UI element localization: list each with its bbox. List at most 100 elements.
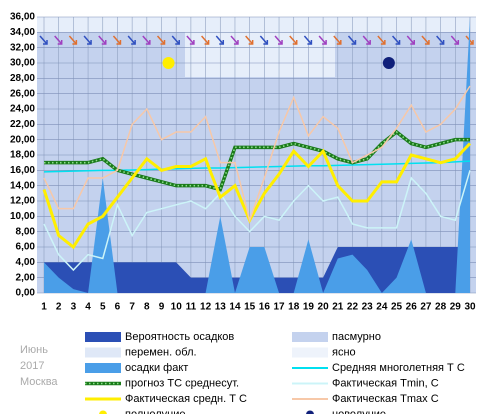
legend-label: Фактическая средн. Т С xyxy=(125,393,247,405)
wind-icon xyxy=(450,35,460,45)
wind-icon xyxy=(289,35,298,45)
x-tick-label: 29 xyxy=(450,302,462,313)
y-tick-label: 18,00 xyxy=(10,150,35,161)
wind-icon xyxy=(391,35,401,45)
y-tick-label: 6,00 xyxy=(16,242,36,253)
legend-swatch xyxy=(292,332,328,342)
legend-swatch xyxy=(306,410,314,419)
wind-icon xyxy=(112,35,122,45)
y-tick-label: 24,00 xyxy=(10,104,35,115)
x-tick-label: 12 xyxy=(200,302,212,313)
temp-line xyxy=(43,85,471,223)
x-tick-label: 18 xyxy=(288,302,300,313)
moon-marker xyxy=(382,57,395,69)
wind-icon xyxy=(142,35,151,45)
x-tick-label: 11 xyxy=(186,302,197,313)
wind-icon xyxy=(333,35,342,45)
x-tick-label: 24 xyxy=(376,302,388,313)
x-tick-label: 27 xyxy=(420,302,432,313)
y-tick-label: 20,00 xyxy=(10,134,35,145)
legend-label: ясно xyxy=(332,346,356,358)
x-tick-label: 13 xyxy=(215,302,227,313)
wind-icon xyxy=(83,35,92,45)
x-tick-label: 30 xyxy=(464,302,476,313)
y-tick-label: 22,00 xyxy=(10,119,35,130)
x-tick-label: 2 xyxy=(56,302,62,313)
x-tick-label: 19 xyxy=(303,302,315,313)
legend-label: прогноз ТС среднесут. xyxy=(125,377,239,389)
legend-label: полнолуние xyxy=(125,408,185,414)
legend-label: Средняя многолетняя Т С xyxy=(332,362,465,374)
legend-swatch xyxy=(85,363,121,373)
x-tick-label: 23 xyxy=(362,302,374,313)
x-tick-label: 7 xyxy=(129,302,135,313)
x-tick-label: 20 xyxy=(318,302,330,313)
y-tick-label: 28,00 xyxy=(10,73,35,84)
x-tick-label: 14 xyxy=(229,302,241,313)
wind-icon xyxy=(318,35,327,45)
legend-swatch xyxy=(99,410,107,419)
y-tick-label: 12,00 xyxy=(10,196,35,207)
y-tick-label: 32,00 xyxy=(10,42,35,53)
legend-label: пасмурно xyxy=(332,331,381,343)
legend-label: осадки факт xyxy=(125,362,188,374)
wind-icon xyxy=(230,35,239,45)
wind-icon xyxy=(245,35,254,45)
x-tick-label: 6 xyxy=(115,302,121,313)
legend-swatch xyxy=(85,347,121,358)
wind-icon xyxy=(362,35,371,45)
legend-label: новолуние xyxy=(332,408,386,414)
y-tick-label: 16,00 xyxy=(10,165,35,176)
y-tick-label: 30,00 xyxy=(10,58,35,69)
x-tick-label: 10 xyxy=(171,302,183,313)
caption-year: 2017 xyxy=(20,360,44,372)
legend-label: Фактическая Tmin, C xyxy=(332,377,439,389)
x-tick-label: 4 xyxy=(85,302,91,313)
legend-swatch xyxy=(292,347,328,358)
legend-label: перемен. обл. xyxy=(125,346,197,358)
x-tick-label: 1 xyxy=(41,302,47,313)
wind-icon xyxy=(274,35,283,45)
y-tick-label: 10,00 xyxy=(10,211,35,222)
x-tick-label: 28 xyxy=(435,302,447,313)
wind-icon xyxy=(201,35,210,45)
x-tick-label: 25 xyxy=(391,302,403,313)
wind-icon xyxy=(259,35,269,45)
x-tick-label: 15 xyxy=(244,302,256,313)
x-tick-label: 9 xyxy=(159,302,165,313)
y-tick-label: 4,00 xyxy=(16,257,36,268)
wind-icon xyxy=(68,35,78,45)
legend-swatch xyxy=(85,332,121,342)
wind-icon xyxy=(421,35,430,45)
wind-icon xyxy=(215,35,225,45)
y-tick-label: 0,00 xyxy=(16,288,36,299)
wind-icon xyxy=(436,35,445,45)
y-tick-label: 36,00 xyxy=(10,12,35,23)
wind-icon xyxy=(347,35,357,45)
y-tick-label: 26,00 xyxy=(10,88,35,99)
y-tick-label: 14,00 xyxy=(10,180,35,191)
wind-icon xyxy=(303,35,313,45)
wind-icon xyxy=(127,35,136,45)
x-tick-label: 8 xyxy=(144,302,150,313)
y-tick-label: 8,00 xyxy=(16,226,36,237)
wind-icon xyxy=(39,35,48,45)
temp-line xyxy=(42,142,472,250)
x-tick-label: 26 xyxy=(406,302,418,313)
x-tick-label: 3 xyxy=(71,302,77,313)
x-tick-label: 22 xyxy=(347,302,359,313)
legend-label: Фактическая Tmax С xyxy=(332,393,439,405)
wind-icon xyxy=(406,35,415,45)
temp-line xyxy=(43,170,471,272)
forecast-line-base xyxy=(44,129,470,192)
wind-icon xyxy=(377,35,386,45)
caption-city: Москва xyxy=(20,376,58,388)
caption-month: Июнь xyxy=(20,344,48,356)
wind-icon xyxy=(186,35,195,45)
clear-region xyxy=(185,32,335,77)
wind-icon xyxy=(156,35,166,45)
y-tick-label: 34,00 xyxy=(10,27,35,38)
x-tick-label: 21 xyxy=(332,302,344,313)
wind-icon xyxy=(171,35,180,45)
